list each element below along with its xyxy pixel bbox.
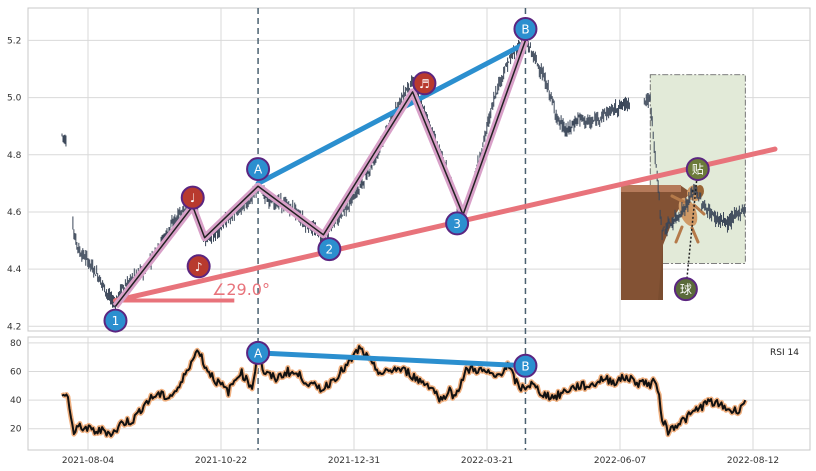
price-y-tick: 4.8: [7, 151, 22, 161]
trendline-angle-label: ∠29.0°: [212, 280, 270, 299]
rsi-marker-circle: [246, 340, 271, 365]
marker-label: ♬: [419, 77, 430, 91]
wave-markers: 1 2 3 A B ♩ ♪ ♬ 贴球: [103, 17, 710, 333]
rsi-y-tick: 20: [10, 425, 22, 435]
marker-circle: [685, 157, 710, 182]
marker-label: 球: [680, 283, 692, 297]
x-tick: 2022-08-12: [727, 456, 779, 466]
rsi-line: [60, 343, 748, 439]
rsi-marker-label: A: [254, 346, 263, 360]
marker-label: 2: [326, 243, 334, 257]
rsi-inner: [61, 345, 747, 438]
rsi-y-tick-labels: 20 40 60 80: [10, 339, 22, 435]
rsi-trendline: [255, 350, 528, 369]
marker-circle: [673, 277, 698, 302]
marker-label: 3: [453, 217, 461, 231]
rsi-markers: AB: [246, 340, 538, 378]
price-y-tick: 4.4: [7, 265, 22, 275]
marker-circle: [180, 185, 205, 210]
price-y-tick-labels: 4.2 4.4 4.6 4.8 5.0 5.2: [7, 36, 22, 332]
vertical-marker-lines: [257, 8, 527, 450]
cliff-illustration: [621, 185, 690, 300]
indicator-panel-frame: [27, 336, 811, 451]
rsi-trendline-line: [255, 350, 528, 369]
marker-circle: [513, 17, 538, 41]
marker-circle: [317, 237, 342, 262]
rsi-legend-label: RSI 14: [770, 348, 799, 358]
marker-label: A: [254, 163, 263, 177]
marker-label: 贴: [692, 163, 704, 177]
x-tick-labels: 2021-08-04 2021-10-22 2021-12-31 2022-03-21…: [62, 456, 779, 466]
price-y-tick: 5.2: [7, 36, 21, 46]
x-tick: 2021-10-22: [195, 456, 247, 466]
zigzag-wave-line: [112, 39, 529, 309]
rsi-marker-circle: [513, 353, 538, 378]
marker-label: 1: [112, 314, 120, 328]
price-y-tick: 5.0: [7, 94, 22, 104]
marker-circle: [412, 71, 437, 96]
rsi-y-tick: 60: [10, 367, 22, 377]
marker-circle: [246, 157, 271, 182]
trendline-1: [255, 40, 528, 186]
x-tick: 2022-03-21: [461, 456, 513, 466]
x-tick: 2022-06-07: [594, 456, 646, 466]
marker-label: ♪: [195, 260, 203, 274]
marker-label: ♩: [190, 191, 196, 205]
marker-connector: [685, 168, 699, 290]
marker-circle: [445, 211, 470, 236]
rsi-y-tick: 80: [10, 339, 22, 349]
marker-label: B: [521, 23, 529, 37]
x-tick: 2021-08-04: [62, 456, 115, 466]
rsi-marker-label: B: [521, 359, 529, 373]
price-y-tick: 4.6: [7, 208, 22, 218]
marker-circle: [186, 254, 211, 279]
marker-circle: [103, 308, 128, 333]
x-tick: 2021-12-31: [328, 456, 380, 466]
rsi-y-tick: 40: [10, 396, 22, 406]
price-y-tick: 4.2: [7, 322, 21, 332]
rsi-grid: [28, 337, 810, 450]
zigzag-inner: [114, 40, 527, 307]
